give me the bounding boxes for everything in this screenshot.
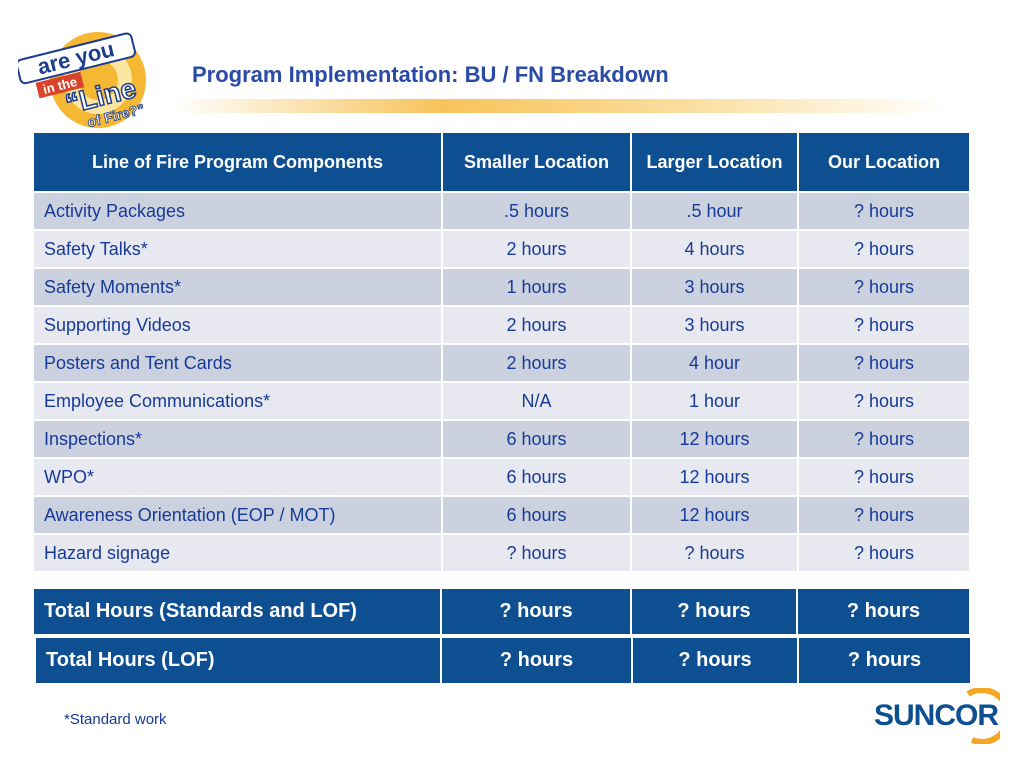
table-row: Supporting Videos 2 hours 3 hours? hours bbox=[34, 307, 969, 345]
our-location-hours: ? hours bbox=[799, 459, 969, 497]
component-name: Inspections* bbox=[34, 421, 443, 459]
total-our: ? hours bbox=[799, 638, 970, 683]
our-location-hours: ? hours bbox=[799, 421, 969, 459]
our-location-hours: ? hours bbox=[799, 193, 969, 231]
smaller-location-hours: 6 hours bbox=[443, 459, 632, 497]
component-name: Hazard signage bbox=[34, 535, 443, 573]
larger-location-hours: .5 hour bbox=[632, 193, 799, 231]
larger-location-hours: 4 hour bbox=[632, 345, 799, 383]
line-of-fire-logo: are you in the “Line of Fire?” bbox=[18, 32, 147, 131]
component-name: WPO* bbox=[34, 459, 443, 497]
component-name: Safety Talks* bbox=[34, 231, 443, 269]
table-row: Employee Communications* N/A 1 hour? hours bbox=[34, 383, 969, 421]
smaller-location-hours: 6 hours bbox=[443, 497, 632, 535]
larger-location-hours: 12 hours bbox=[632, 497, 799, 535]
our-location-hours: ? hours bbox=[799, 383, 969, 421]
total-row: Total Hours (LOF) ? hours ? hours ? hour… bbox=[36, 638, 970, 683]
table-row: Safety Moments* 1 hours 3 hours? hours bbox=[34, 269, 969, 307]
table-row: Inspections* 6 hours 12 hours? hours bbox=[34, 421, 969, 459]
total-smaller: ? hours bbox=[442, 589, 632, 634]
smaller-location-hours: .5 hours bbox=[443, 193, 632, 231]
table-header-row: Line of Fire Program Components Smaller … bbox=[34, 133, 969, 193]
header-components: Line of Fire Program Components bbox=[34, 133, 443, 193]
total-label: Total Hours (Standards and LOF) bbox=[34, 589, 442, 634]
total-row: Total Hours (Standards and LOF) ? hours … bbox=[34, 589, 969, 634]
table-row: Activity Packages .5 hours .5 hour? hours bbox=[34, 193, 969, 231]
table-row: Hazard signage? hours? hours? hours bbox=[34, 535, 969, 573]
smaller-location-hours: 2 hours bbox=[443, 231, 632, 269]
header-larger-location: Larger Location bbox=[632, 133, 799, 193]
smaller-location-hours: ? hours bbox=[443, 535, 632, 573]
our-location-hours: ? hours bbox=[799, 535, 969, 573]
table-row: WPO* 6 hours 12 hours? hours bbox=[34, 459, 969, 497]
our-location-hours: ? hours bbox=[799, 497, 969, 535]
smaller-location-hours: 2 hours bbox=[443, 345, 632, 383]
total-larger: ? hours bbox=[633, 638, 799, 683]
component-name: Awareness Orientation (EOP / MOT) bbox=[34, 497, 443, 535]
our-location-hours: ? hours bbox=[799, 231, 969, 269]
total-label: Total Hours (LOF) bbox=[36, 638, 442, 683]
page-title: Program Implementation: BU / FN Breakdow… bbox=[192, 62, 669, 87]
suncor-sun-icon bbox=[966, 688, 1000, 744]
larger-location-hours: 1 hour bbox=[632, 383, 799, 421]
total-smaller: ? hours bbox=[442, 638, 633, 683]
table-row: Safety Talks* 2 hours 4 hours? hours bbox=[34, 231, 969, 269]
component-name: Posters and Tent Cards bbox=[34, 345, 443, 383]
total-standards-lof-table: Total Hours (Standards and LOF) ? hours … bbox=[34, 589, 969, 634]
our-location-hours: ? hours bbox=[799, 307, 969, 345]
larger-location-hours: 12 hours bbox=[632, 421, 799, 459]
larger-location-hours: ? hours bbox=[632, 535, 799, 573]
smaller-location-hours: 2 hours bbox=[443, 307, 632, 345]
footnote: *Standard work bbox=[64, 711, 167, 728]
smaller-location-hours: 1 hours bbox=[443, 269, 632, 307]
header-smaller-location: Smaller Location bbox=[443, 133, 632, 193]
our-location-hours: ? hours bbox=[799, 269, 969, 307]
suncor-logo-text: SUNCOR bbox=[874, 699, 999, 732]
our-location-hours: ? hours bbox=[799, 345, 969, 383]
total-larger: ? hours bbox=[632, 589, 798, 634]
smaller-location-hours: N/A bbox=[443, 383, 632, 421]
larger-location-hours: 12 hours bbox=[632, 459, 799, 497]
smaller-location-hours: 6 hours bbox=[443, 421, 632, 459]
table-row: Posters and Tent Cards 2 hours 4 hour? hou… bbox=[34, 345, 969, 383]
total-lof-table: Total Hours (LOF) ? hours ? hours ? hour… bbox=[36, 638, 970, 683]
component-name: Employee Communications* bbox=[34, 383, 443, 421]
component-name: Safety Moments* bbox=[34, 269, 443, 307]
component-name: Activity Packages bbox=[34, 193, 443, 231]
larger-location-hours: 4 hours bbox=[632, 231, 799, 269]
header-our-location: Our Location bbox=[799, 133, 969, 193]
components-table: Line of Fire Program Components Smaller … bbox=[34, 133, 969, 573]
larger-location-hours: 3 hours bbox=[632, 269, 799, 307]
title-underline bbox=[172, 99, 942, 113]
total-our: ? hours bbox=[798, 589, 969, 634]
component-name: Supporting Videos bbox=[34, 307, 443, 345]
table-row: Awareness Orientation (EOP / MOT) 6 hours… bbox=[34, 497, 969, 535]
larger-location-hours: 3 hours bbox=[632, 307, 799, 345]
